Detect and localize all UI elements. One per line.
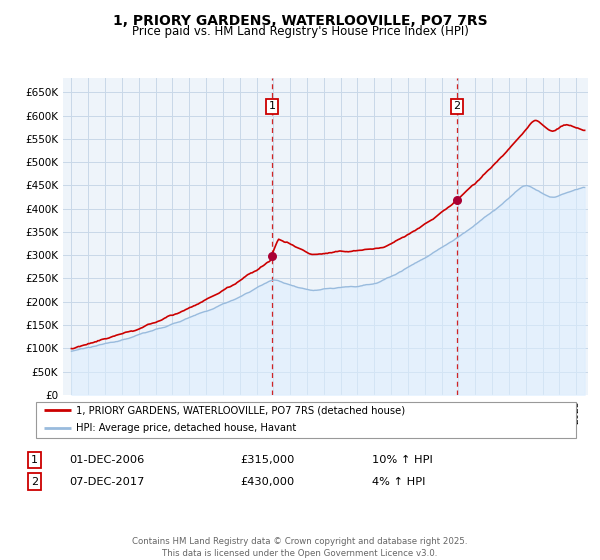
Text: 2: 2	[31, 477, 38, 487]
Text: Contains HM Land Registry data © Crown copyright and database right 2025.
This d: Contains HM Land Registry data © Crown c…	[132, 537, 468, 558]
Text: 1, PRIORY GARDENS, WATERLOOVILLE, PO7 7RS (detached house): 1, PRIORY GARDENS, WATERLOOVILLE, PO7 7R…	[77, 405, 406, 416]
Text: 2: 2	[454, 101, 461, 111]
Text: £315,000: £315,000	[240, 455, 295, 465]
Point	[267, 251, 277, 260]
Point	[452, 196, 462, 205]
Text: £430,000: £430,000	[240, 477, 294, 487]
Text: 07-DEC-2017: 07-DEC-2017	[69, 477, 145, 487]
FancyBboxPatch shape	[36, 402, 576, 438]
Text: Price paid vs. HM Land Registry's House Price Index (HPI): Price paid vs. HM Land Registry's House …	[131, 25, 469, 38]
Text: 4% ↑ HPI: 4% ↑ HPI	[372, 477, 425, 487]
Text: 1, PRIORY GARDENS, WATERLOOVILLE, PO7 7RS: 1, PRIORY GARDENS, WATERLOOVILLE, PO7 7R…	[113, 14, 487, 28]
Text: 10% ↑ HPI: 10% ↑ HPI	[372, 455, 433, 465]
Text: 1: 1	[268, 101, 275, 111]
Text: 1: 1	[31, 455, 38, 465]
Text: 01-DEC-2006: 01-DEC-2006	[69, 455, 144, 465]
Text: HPI: Average price, detached house, Havant: HPI: Average price, detached house, Hava…	[77, 423, 297, 433]
